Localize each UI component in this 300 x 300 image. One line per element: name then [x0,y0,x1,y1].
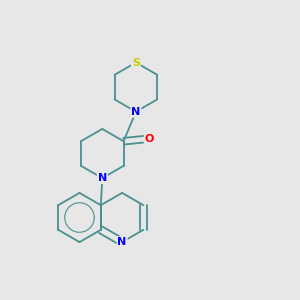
Text: N: N [131,107,140,117]
Text: N: N [98,173,107,183]
Text: N: N [118,237,127,247]
Text: S: S [132,58,140,68]
Text: O: O [145,134,154,144]
